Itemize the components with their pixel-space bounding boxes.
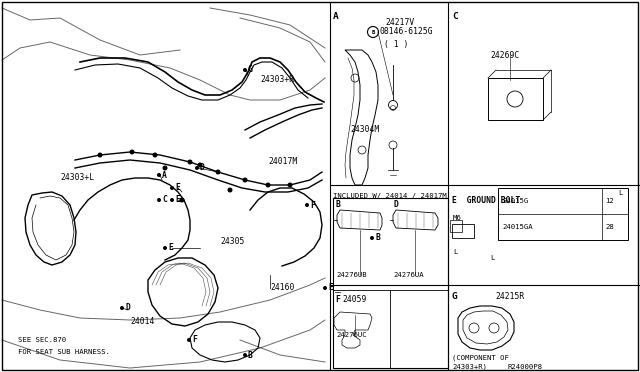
Bar bbox=[488, 78, 543, 120]
Circle shape bbox=[157, 173, 161, 177]
Text: 24304M: 24304M bbox=[350, 125, 380, 135]
Text: 24303+L: 24303+L bbox=[60, 173, 94, 183]
Circle shape bbox=[187, 338, 191, 342]
Bar bbox=[452, 224, 474, 238]
Text: (COMPONENT OF: (COMPONENT OF bbox=[452, 355, 509, 361]
Text: R24000P8: R24000P8 bbox=[508, 364, 543, 370]
Text: 24217V: 24217V bbox=[385, 18, 414, 27]
Bar bbox=[333, 198, 448, 368]
Text: B: B bbox=[248, 350, 253, 359]
Text: B: B bbox=[335, 200, 340, 209]
Text: INCLUDED W/ 24014 / 24017M: INCLUDED W/ 24014 / 24017M bbox=[333, 193, 447, 199]
Text: 24276UB: 24276UB bbox=[336, 272, 367, 278]
Text: 24303+R): 24303+R) bbox=[452, 364, 487, 370]
Text: F: F bbox=[335, 295, 340, 304]
Text: 08146-6125G: 08146-6125G bbox=[380, 28, 434, 36]
Circle shape bbox=[243, 68, 247, 72]
Text: FOR SEAT SUB HARNESS.: FOR SEAT SUB HARNESS. bbox=[18, 349, 110, 355]
Text: B: B bbox=[375, 234, 380, 243]
Circle shape bbox=[170, 198, 174, 202]
Text: M6: M6 bbox=[453, 215, 461, 221]
Text: F: F bbox=[310, 201, 315, 209]
Text: 24014: 24014 bbox=[130, 317, 154, 327]
Circle shape bbox=[97, 153, 102, 157]
Circle shape bbox=[179, 198, 184, 202]
Text: ( 1 ): ( 1 ) bbox=[384, 39, 408, 48]
Text: D: D bbox=[200, 164, 205, 173]
Circle shape bbox=[163, 166, 168, 170]
Text: 24015GA: 24015GA bbox=[502, 224, 532, 230]
Circle shape bbox=[227, 187, 232, 192]
Circle shape bbox=[157, 198, 161, 202]
Text: D: D bbox=[393, 200, 398, 209]
Text: 24305: 24305 bbox=[220, 237, 244, 247]
Circle shape bbox=[266, 183, 271, 187]
Text: 24059: 24059 bbox=[342, 295, 366, 305]
Bar bbox=[498, 188, 628, 240]
Text: 24276UC: 24276UC bbox=[336, 332, 367, 338]
Text: L: L bbox=[453, 249, 458, 255]
Text: C: C bbox=[452, 12, 458, 21]
Text: 24160: 24160 bbox=[270, 283, 294, 292]
Circle shape bbox=[152, 153, 157, 157]
Text: 12: 12 bbox=[605, 198, 614, 204]
Circle shape bbox=[305, 203, 309, 207]
Circle shape bbox=[216, 170, 221, 174]
Circle shape bbox=[163, 246, 167, 250]
Text: 24015G: 24015G bbox=[502, 198, 528, 204]
Text: 24276UA: 24276UA bbox=[393, 272, 424, 278]
Circle shape bbox=[198, 163, 202, 167]
Circle shape bbox=[243, 353, 247, 357]
Text: SEE SEC.870: SEE SEC.870 bbox=[18, 337, 66, 343]
Circle shape bbox=[129, 150, 134, 154]
Circle shape bbox=[188, 160, 193, 164]
Text: A: A bbox=[162, 170, 167, 180]
Text: B: B bbox=[371, 29, 374, 35]
Text: E: E bbox=[175, 196, 180, 205]
Text: A: A bbox=[333, 12, 339, 21]
Text: 24303+R: 24303+R bbox=[260, 76, 294, 84]
Text: L: L bbox=[490, 255, 494, 261]
Text: E: E bbox=[175, 183, 180, 192]
Text: 24215R: 24215R bbox=[495, 292, 524, 301]
Text: E: E bbox=[328, 283, 333, 292]
Circle shape bbox=[243, 177, 248, 183]
Circle shape bbox=[195, 166, 199, 170]
Text: E  GROUND BOLT: E GROUND BOLT bbox=[452, 196, 520, 205]
Circle shape bbox=[287, 183, 292, 187]
Text: F: F bbox=[192, 336, 197, 344]
Text: C: C bbox=[162, 196, 167, 205]
Text: E: E bbox=[168, 244, 173, 253]
Circle shape bbox=[370, 236, 374, 240]
Text: D: D bbox=[125, 304, 130, 312]
Text: L: L bbox=[618, 190, 622, 196]
Text: 24017M: 24017M bbox=[268, 157, 297, 167]
Circle shape bbox=[170, 186, 174, 190]
Text: 28: 28 bbox=[605, 224, 614, 230]
Text: 24269C: 24269C bbox=[490, 51, 519, 60]
Circle shape bbox=[323, 286, 327, 290]
Text: G: G bbox=[452, 292, 458, 301]
Circle shape bbox=[120, 306, 124, 310]
Text: G: G bbox=[248, 65, 253, 74]
